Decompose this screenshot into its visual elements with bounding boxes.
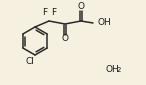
Text: OH: OH: [105, 65, 119, 74]
Text: Cl: Cl: [25, 57, 34, 66]
Text: OH: OH: [98, 18, 112, 27]
Text: 2: 2: [117, 67, 121, 74]
Text: F: F: [42, 8, 48, 17]
Text: O: O: [61, 34, 68, 43]
Text: O: O: [78, 2, 85, 11]
Text: F: F: [51, 8, 57, 17]
